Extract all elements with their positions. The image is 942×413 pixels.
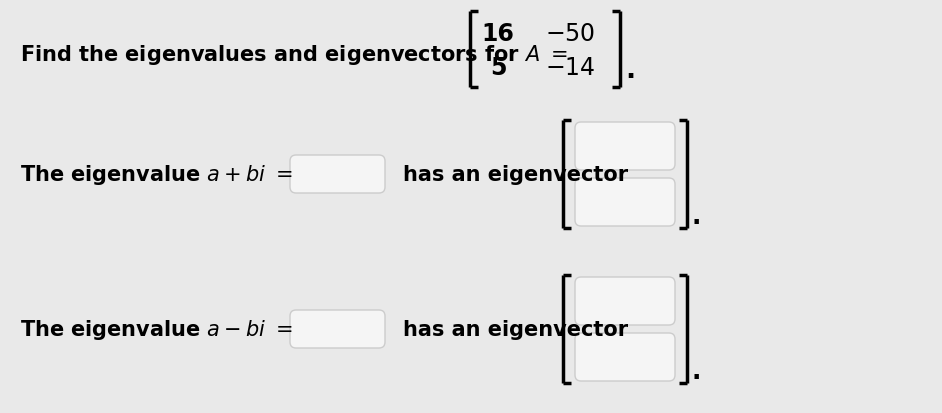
FancyBboxPatch shape bbox=[575, 333, 675, 381]
Text: 16: 16 bbox=[481, 22, 514, 46]
Text: .: . bbox=[625, 58, 635, 84]
Text: $-50$: $-50$ bbox=[544, 22, 595, 46]
Text: has an eigenvector: has an eigenvector bbox=[403, 165, 628, 185]
FancyBboxPatch shape bbox=[575, 123, 675, 171]
Text: The eigenvalue $a + bi\ =$: The eigenvalue $a + bi\ =$ bbox=[20, 163, 293, 187]
FancyBboxPatch shape bbox=[290, 310, 385, 348]
FancyBboxPatch shape bbox=[575, 178, 675, 226]
Text: 5: 5 bbox=[490, 56, 506, 80]
Text: The eigenvalue $a - bi\ =$: The eigenvalue $a - bi\ =$ bbox=[20, 317, 293, 341]
Text: $-14$: $-14$ bbox=[544, 56, 595, 80]
Text: has an eigenvector: has an eigenvector bbox=[403, 319, 628, 339]
FancyBboxPatch shape bbox=[290, 156, 385, 194]
FancyBboxPatch shape bbox=[575, 277, 675, 325]
Text: .: . bbox=[691, 204, 700, 228]
Text: .: . bbox=[691, 359, 700, 383]
Text: Find the eigenvalues and eigenvectors for $A\ =$: Find the eigenvalues and eigenvectors fo… bbox=[20, 43, 568, 67]
